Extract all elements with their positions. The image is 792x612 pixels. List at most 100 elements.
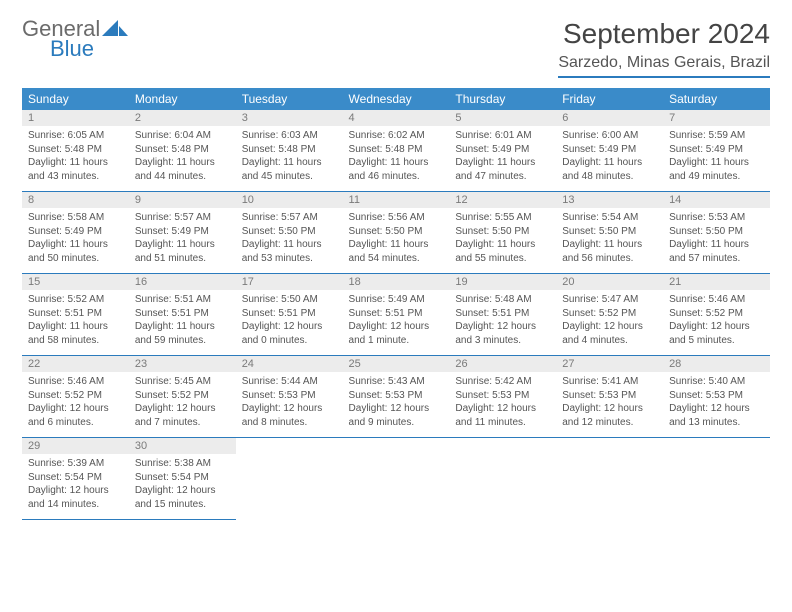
calendar-cell: 12Sunrise: 5:55 AMSunset: 5:50 PMDayligh… xyxy=(449,192,556,274)
sunset-label: Sunset: xyxy=(28,390,62,401)
daylight-line1: Daylight: 11 hours xyxy=(242,238,337,252)
sunset-line: Sunset: 5:49 PM xyxy=(669,143,764,157)
daylight-line2: and 57 minutes. xyxy=(669,252,764,266)
calendar-cell: 21Sunrise: 5:46 AMSunset: 5:52 PMDayligh… xyxy=(663,274,770,356)
daylight-line1: Daylight: 12 hours xyxy=(562,320,657,334)
daylight-line1: Daylight: 11 hours xyxy=(28,156,123,170)
sunrise-line: Sunrise: 5:51 AM xyxy=(135,293,230,307)
sunrise-label: Sunrise: xyxy=(28,294,65,305)
sunrise-label: Sunrise: xyxy=(135,376,172,387)
calendar-header-row: SundayMondayTuesdayWednesdayThursdayFrid… xyxy=(22,88,770,110)
sunrise-value: 5:40 AM xyxy=(709,376,746,387)
calendar-cell: 28Sunrise: 5:40 AMSunset: 5:53 PMDayligh… xyxy=(663,356,770,438)
daylight-line2: and 49 minutes. xyxy=(669,170,764,184)
sunset-line: Sunset: 5:50 PM xyxy=(242,225,337,239)
daylight-line2: and 5 minutes. xyxy=(669,334,764,348)
sunset-line: Sunset: 5:51 PM xyxy=(349,307,444,321)
daylight-line1: Daylight: 11 hours xyxy=(135,238,230,252)
daylight-line2: and 14 minutes. xyxy=(28,498,123,512)
day-number: 12 xyxy=(449,192,556,208)
sunset-value: 5:52 PM xyxy=(172,390,209,401)
sunrise-label: Sunrise: xyxy=(242,294,279,305)
sunrise-line: Sunrise: 5:55 AM xyxy=(455,211,550,225)
day-number: 17 xyxy=(236,274,343,290)
calendar-cell: 2Sunrise: 6:04 AMSunset: 5:48 PMDaylight… xyxy=(129,110,236,192)
calendar-week-row: 15Sunrise: 5:52 AMSunset: 5:51 PMDayligh… xyxy=(22,274,770,356)
sunset-value: 5:53 PM xyxy=(278,390,315,401)
sunrise-line: Sunrise: 5:39 AM xyxy=(28,457,123,471)
sunset-value: 5:48 PM xyxy=(65,144,102,155)
brand-logo: General Blue xyxy=(22,18,128,60)
sunset-line: Sunset: 5:52 PM xyxy=(28,389,123,403)
sunrise-line: Sunrise: 6:05 AM xyxy=(28,129,123,143)
calendar-cell: 14Sunrise: 5:53 AMSunset: 5:50 PMDayligh… xyxy=(663,192,770,274)
day-body: Sunrise: 6:03 AMSunset: 5:48 PMDaylight:… xyxy=(236,126,343,191)
sunset-label: Sunset: xyxy=(28,308,62,319)
sunset-value: 5:51 PM xyxy=(492,308,529,319)
logo-sail-icon xyxy=(102,18,128,40)
day-number: 29 xyxy=(22,438,129,454)
sunrise-line: Sunrise: 5:45 AM xyxy=(135,375,230,389)
day-number: 22 xyxy=(22,356,129,372)
sunrise-label: Sunrise: xyxy=(349,212,386,223)
daylight-line2: and 3 minutes. xyxy=(455,334,550,348)
calendar-cell: 10Sunrise: 5:57 AMSunset: 5:50 PMDayligh… xyxy=(236,192,343,274)
daylight-line1: Daylight: 11 hours xyxy=(135,156,230,170)
sunrise-value: 5:46 AM xyxy=(709,294,746,305)
title-block: September 2024 Sarzedo, Minas Gerais, Br… xyxy=(558,18,770,78)
sunset-label: Sunset: xyxy=(455,308,489,319)
sunset-line: Sunset: 5:52 PM xyxy=(135,389,230,403)
daylight-line1: Daylight: 12 hours xyxy=(135,402,230,416)
sunrise-line: Sunrise: 5:40 AM xyxy=(669,375,764,389)
sunset-label: Sunset: xyxy=(242,144,276,155)
sunset-value: 5:52 PM xyxy=(599,308,636,319)
day-number: 30 xyxy=(129,438,236,454)
daylight-line1: Daylight: 12 hours xyxy=(669,320,764,334)
day-number: 10 xyxy=(236,192,343,208)
calendar-cell: 7Sunrise: 5:59 AMSunset: 5:49 PMDaylight… xyxy=(663,110,770,192)
weekday-header: Sunday xyxy=(22,88,129,110)
sunrise-value: 5:58 AM xyxy=(67,212,104,223)
daylight-line2: and 15 minutes. xyxy=(135,498,230,512)
calendar-table: SundayMondayTuesdayWednesdayThursdayFrid… xyxy=(22,88,770,520)
day-number: 11 xyxy=(343,192,450,208)
daylight-line2: and 46 minutes. xyxy=(349,170,444,184)
sunset-label: Sunset: xyxy=(455,144,489,155)
calendar-cell: 16Sunrise: 5:51 AMSunset: 5:51 PMDayligh… xyxy=(129,274,236,356)
sunrise-value: 6:01 AM xyxy=(495,130,532,141)
sunset-line: Sunset: 5:48 PM xyxy=(28,143,123,157)
sunrise-label: Sunrise: xyxy=(28,376,65,387)
sunrise-label: Sunrise: xyxy=(349,294,386,305)
sunset-label: Sunset: xyxy=(669,308,703,319)
sunset-line: Sunset: 5:49 PM xyxy=(28,225,123,239)
sunset-line: Sunset: 5:53 PM xyxy=(669,389,764,403)
day-body: Sunrise: 5:55 AMSunset: 5:50 PMDaylight:… xyxy=(449,208,556,273)
calendar-week-row: 1Sunrise: 6:05 AMSunset: 5:48 PMDaylight… xyxy=(22,110,770,192)
sunset-line: Sunset: 5:50 PM xyxy=(349,225,444,239)
daylight-line1: Daylight: 12 hours xyxy=(455,320,550,334)
sunrise-label: Sunrise: xyxy=(455,130,492,141)
sunrise-line: Sunrise: 5:46 AM xyxy=(669,293,764,307)
sunrise-label: Sunrise: xyxy=(349,130,386,141)
sunset-line: Sunset: 5:48 PM xyxy=(242,143,337,157)
calendar-cell: 5Sunrise: 6:01 AMSunset: 5:49 PMDaylight… xyxy=(449,110,556,192)
day-number: 9 xyxy=(129,192,236,208)
day-body: Sunrise: 5:47 AMSunset: 5:52 PMDaylight:… xyxy=(556,290,663,355)
calendar-cell: 17Sunrise: 5:50 AMSunset: 5:51 PMDayligh… xyxy=(236,274,343,356)
day-number: 5 xyxy=(449,110,556,126)
sunset-label: Sunset: xyxy=(349,390,383,401)
day-body: Sunrise: 6:02 AMSunset: 5:48 PMDaylight:… xyxy=(343,126,450,191)
sunrise-label: Sunrise: xyxy=(562,294,599,305)
sunset-label: Sunset: xyxy=(455,226,489,237)
sunrise-label: Sunrise: xyxy=(242,376,279,387)
calendar-cell: 30Sunrise: 5:38 AMSunset: 5:54 PMDayligh… xyxy=(129,438,236,520)
day-body: Sunrise: 6:00 AMSunset: 5:49 PMDaylight:… xyxy=(556,126,663,191)
sunset-label: Sunset: xyxy=(242,390,276,401)
daylight-line1: Daylight: 12 hours xyxy=(242,402,337,416)
daylight-line1: Daylight: 12 hours xyxy=(242,320,337,334)
sunset-line: Sunset: 5:48 PM xyxy=(349,143,444,157)
daylight-line1: Daylight: 11 hours xyxy=(28,320,123,334)
sunrise-label: Sunrise: xyxy=(562,376,599,387)
daylight-line2: and 43 minutes. xyxy=(28,170,123,184)
sunset-value: 5:49 PM xyxy=(172,226,209,237)
